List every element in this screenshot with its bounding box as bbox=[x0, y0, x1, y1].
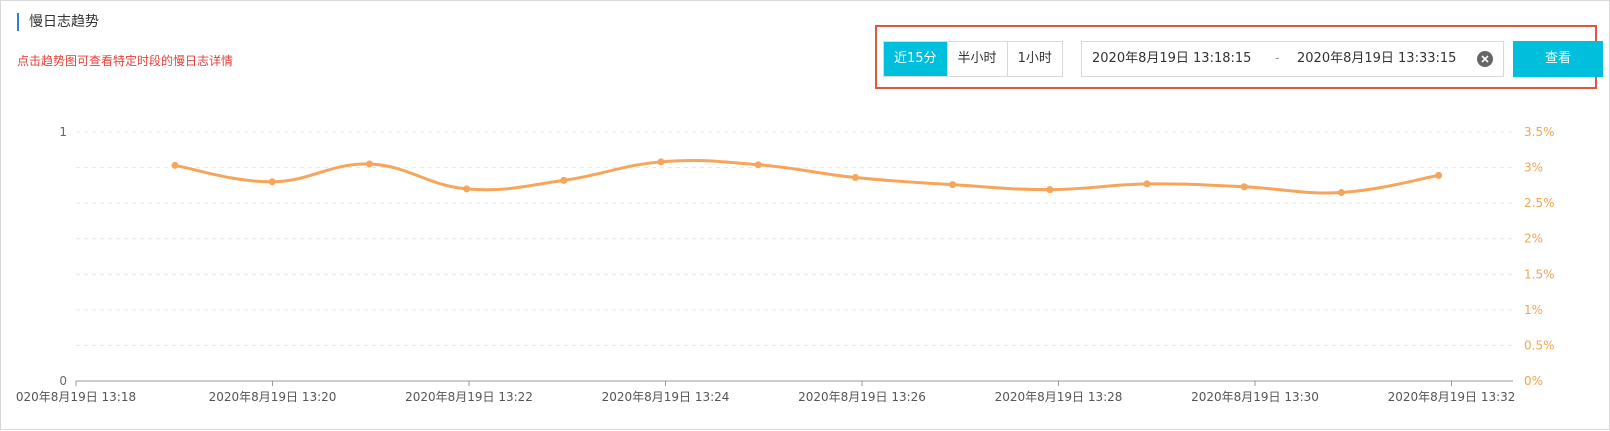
quick-range-1hour[interactable]: 1小时 bbox=[1007, 42, 1062, 76]
x-axis-tick-label: 2020年8月19日 13:28 bbox=[995, 390, 1123, 404]
right-axis-tick-label: 3.5% bbox=[1524, 125, 1555, 139]
right-axis-tick-label: 2% bbox=[1524, 232, 1543, 246]
x-axis-tick-label: 2020年8月19日 13:20 bbox=[209, 390, 337, 404]
right-axis-tick-label: 0% bbox=[1524, 374, 1543, 388]
panel-title: 慢日志趋势 bbox=[17, 13, 99, 31]
x-axis-tick-label: 2020年8月19日 13:22 bbox=[405, 390, 533, 404]
x-axis-tick-label: 020年8月19日 13:18 bbox=[16, 390, 136, 404]
data-point bbox=[851, 174, 859, 182]
x-axis-tick-label: 2020年8月19日 13:24 bbox=[602, 390, 730, 404]
right-axis-tick-label: 0.5% bbox=[1524, 338, 1555, 352]
query-button[interactable]: 查看 bbox=[1513, 41, 1603, 77]
data-point bbox=[1240, 183, 1248, 191]
right-axis-tick-label: 1.5% bbox=[1524, 267, 1555, 281]
data-point bbox=[1046, 186, 1054, 194]
data-point bbox=[560, 176, 568, 184]
data-point bbox=[171, 161, 179, 169]
left-axis-tick-label: 0 bbox=[59, 374, 67, 388]
data-point bbox=[1337, 188, 1345, 196]
series-line bbox=[174, 159, 1439, 195]
x-axis-tick-label: 2020年8月19日 13:26 bbox=[798, 390, 926, 404]
data-point bbox=[365, 160, 373, 168]
right-axis-tick-label: 2.5% bbox=[1524, 196, 1555, 210]
data-point bbox=[1435, 171, 1443, 179]
x-axis-tick-label: 2020年8月19日 13:30 bbox=[1191, 390, 1319, 404]
data-point bbox=[754, 161, 762, 169]
quick-range-group: 近15分 半小时 1小时 bbox=[883, 41, 1063, 77]
range-end-input[interactable]: 2020年8月19日 13:33:15 bbox=[1297, 51, 1457, 66]
x-axis-tick-label: 2020年8月19日 13:32 bbox=[1388, 390, 1516, 404]
range-separator: - bbox=[1275, 51, 1280, 66]
left-axis-tick-label: 1 bbox=[59, 125, 67, 139]
data-point bbox=[1143, 180, 1151, 188]
quick-range-15min[interactable]: 近15分 bbox=[884, 42, 948, 76]
close-circle-icon[interactable] bbox=[1477, 51, 1493, 67]
data-point bbox=[268, 178, 276, 186]
data-point bbox=[949, 181, 957, 189]
data-point bbox=[657, 158, 665, 166]
range-start-input[interactable]: 2020年8月19日 13:18:15 bbox=[1092, 51, 1252, 66]
date-range-picker[interactable]: 2020年8月19日 13:18:15 - 2020年8月19日 13:33:1… bbox=[1081, 41, 1504, 77]
right-axis-tick-label: 1% bbox=[1524, 303, 1543, 317]
quick-range-30min[interactable]: 半小时 bbox=[947, 42, 1008, 76]
data-point bbox=[463, 185, 471, 193]
chart-hint: 点击趋势图可查看特定时段的慢日志详情 bbox=[17, 54, 234, 68]
right-axis-tick-label: 3% bbox=[1524, 161, 1543, 175]
